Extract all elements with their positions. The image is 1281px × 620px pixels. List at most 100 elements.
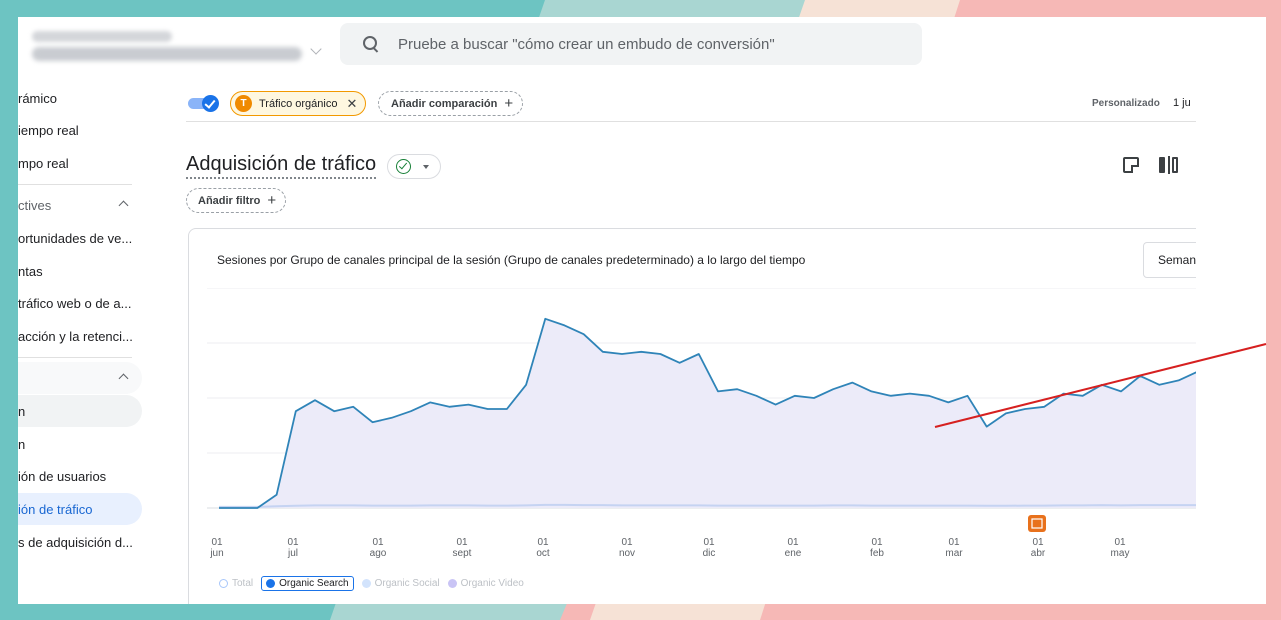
- x-tick-month: feb: [870, 548, 884, 559]
- sidebar: rámico iempo real mpo real ctives ortuni…: [18, 75, 166, 604]
- main-content: T Tráfico orgánico ✕ Añadir comparación …: [166, 73, 1223, 604]
- sidebar-item-label: mpo real: [18, 155, 69, 171]
- compare-column-left: [1159, 157, 1165, 173]
- plus-icon: +: [504, 95, 514, 112]
- add-comparison-button[interactable]: Añadir comparación +: [378, 91, 524, 116]
- caret-down-icon: [423, 164, 429, 169]
- sidebar-section-label: ctives: [18, 197, 52, 213]
- sidebar-item-web-traffic[interactable]: tráfico web o de a...: [18, 287, 148, 319]
- legend-dot: [219, 579, 228, 588]
- app-window: rámico iempo real mpo real ctives ortuni…: [18, 17, 1266, 604]
- chart-title: Sesiones por Grupo de canales principal …: [217, 253, 806, 267]
- legend-item-organic-social[interactable]: Organic Social: [361, 578, 440, 589]
- sidebar-item-sales[interactable]: ntas: [18, 255, 148, 287]
- sidebar-item-label: acción y la retenci...: [18, 328, 133, 344]
- sidebar-item-realtime-overview[interactable]: iempo real: [18, 114, 148, 146]
- x-tick-day: 01: [703, 537, 715, 548]
- sidebar-section-objectives[interactable]: ctives: [18, 189, 148, 221]
- chevron-down-icon: [310, 43, 322, 55]
- x-tick-month: oct: [536, 548, 550, 559]
- x-tick-day: 01: [871, 537, 883, 548]
- report-status-dropdown[interactable]: [387, 154, 441, 179]
- note-icon[interactable]: [1123, 157, 1139, 173]
- sidebar-item-label: s de adquisición d...: [18, 534, 133, 550]
- x-tick-month: mar: [945, 548, 963, 559]
- check-circle-icon: [396, 159, 411, 174]
- series-area-organic-search: [219, 318, 1217, 508]
- segment-label: Tráfico orgánico: [259, 97, 338, 110]
- sidebar-item-label: ortunidades de ve...: [18, 230, 133, 246]
- sidebar-divider: [18, 184, 132, 185]
- sidebar-divider: [18, 357, 132, 358]
- sidebar-section-acquisition[interactable]: [18, 362, 142, 394]
- legend-dot: [361, 579, 371, 588]
- chevron-up-icon: [118, 373, 129, 383]
- x-tick-day: 01: [287, 537, 299, 548]
- legend-dot: [266, 579, 276, 588]
- plus-icon: +: [267, 192, 277, 209]
- legend-item-organic-search[interactable]: Organic Search: [261, 576, 354, 591]
- x-tick-day: 01: [456, 537, 468, 548]
- sidebar-item-label: ntas: [18, 263, 43, 279]
- page-title: Adquisición de tráfico: [186, 153, 377, 179]
- x-tick-month: ago: [370, 548, 387, 559]
- search-icon: [362, 35, 380, 53]
- search-input[interactable]: [398, 35, 878, 53]
- legend-label: Organic Video: [460, 578, 524, 589]
- sidebar-item-realtime-pages[interactable]: mpo real: [18, 147, 148, 179]
- add-comparison-label: Añadir comparación: [391, 97, 498, 110]
- x-tick-month: ene: [785, 548, 802, 559]
- x-tick-day: 01: [1032, 537, 1044, 548]
- segment-badge: T: [235, 95, 252, 112]
- sidebar-item-overview[interactable]: rámico: [18, 82, 148, 114]
- segment-chip[interactable]: T Tráfico orgánico ✕: [230, 91, 367, 116]
- legend-item-organic-video[interactable]: Organic Video: [447, 578, 524, 589]
- chart-card: Sesiones por Grupo de canales principal …: [188, 228, 1223, 604]
- sidebar-item-acquisition-details[interactable]: s de adquisición d...: [18, 526, 148, 558]
- x-tick-day: 01: [787, 537, 799, 548]
- compare-columns-icon[interactable]: [1159, 156, 1179, 174]
- top-bar: [18, 17, 1266, 73]
- sidebar-item-acquisition-overview[interactable]: n: [18, 395, 142, 427]
- legend-item-total[interactable]: Total: [219, 578, 253, 589]
- x-tick-day: 01: [537, 537, 549, 548]
- property-name-redacted: [32, 47, 302, 61]
- add-filter-button[interactable]: Añadir filtro +: [186, 188, 287, 213]
- x-tick-month: abr: [1031, 548, 1046, 559]
- x-tick-day: 01: [621, 537, 633, 548]
- sidebar-item-user-acquisition[interactable]: ión de usuarios: [18, 460, 148, 492]
- compare-column-right: [1172, 157, 1178, 173]
- sidebar-item-label: rámico: [18, 90, 58, 106]
- sidebar-item-acquisition-other[interactable]: n: [18, 428, 148, 460]
- legend-label: Total: [232, 578, 254, 589]
- sidebar-item-engagement-retention[interactable]: acción y la retenci...: [18, 320, 148, 352]
- chevron-up-icon: [118, 200, 129, 210]
- x-tick-day: 01: [372, 537, 384, 548]
- sidebar-item-label: tráfico web o de a...: [18, 295, 132, 311]
- account-selector[interactable]: [32, 31, 322, 65]
- x-tick-month: jun: [209, 548, 223, 559]
- x-tick-month: may: [1111, 548, 1130, 559]
- sidebar-item-sales-opportunities[interactable]: ortunidades de ve...: [18, 222, 148, 254]
- x-tick-day: 01: [948, 537, 960, 548]
- comparison-toggle[interactable]: [188, 95, 220, 112]
- check-icon: [202, 95, 219, 112]
- legend-label: Organic Social: [374, 578, 440, 589]
- x-tick-month: dic: [703, 548, 716, 559]
- close-icon[interactable]: ✕: [346, 95, 358, 111]
- sidebar-item-traffic-acquisition[interactable]: ión de tráfico: [18, 493, 142, 525]
- sidebar-item-label: n: [18, 436, 26, 452]
- x-tick-day: 01: [1114, 537, 1126, 548]
- sidebar-item-label: ión de tráfico: [18, 501, 93, 517]
- x-tick-month: nov: [619, 548, 635, 559]
- compare-column-divider: [1168, 156, 1170, 174]
- series-line-organic-video: [219, 503, 1217, 508]
- add-filter-label: Añadir filtro: [198, 194, 261, 207]
- sidebar-item-label: ión de usuarios: [18, 468, 107, 484]
- chart-legend: Total Organic Search Organic Social Orga…: [219, 576, 532, 591]
- search-bar[interactable]: [340, 23, 922, 65]
- date-range-label: Personalizado: [1092, 98, 1160, 109]
- annotation-marker-icon[interactable]: [1028, 515, 1046, 532]
- sidebar-item-label: iempo real: [18, 122, 79, 138]
- date-range-picker[interactable]: 1 ju: [1173, 97, 1191, 109]
